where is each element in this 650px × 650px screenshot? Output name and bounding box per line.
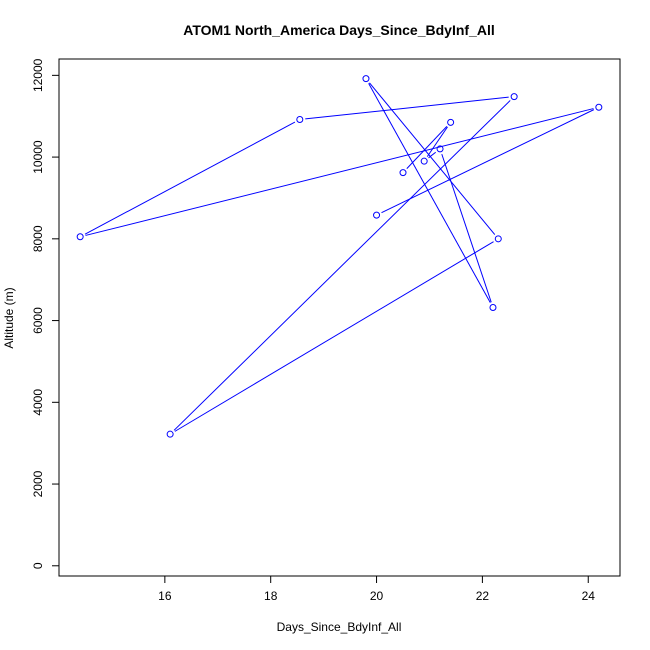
- y-tick-label: 6000: [31, 307, 45, 334]
- x-tick-label: 22: [476, 589, 490, 603]
- series-segment: [173, 100, 511, 431]
- x-tick-label: 20: [370, 589, 384, 603]
- y-tick-label: 0: [31, 562, 45, 569]
- series-segment: [84, 121, 296, 235]
- data-point: [447, 118, 455, 126]
- data-point: [296, 115, 304, 123]
- data-point: [510, 93, 518, 101]
- x-tick-label: 16: [158, 589, 172, 603]
- data-point: [436, 145, 444, 153]
- y-tick-label: 12000: [31, 58, 45, 92]
- series-segment: [406, 125, 448, 169]
- series-segment: [368, 83, 491, 303]
- data-point: [76, 233, 84, 241]
- series-segment: [428, 151, 437, 159]
- data-point: [362, 75, 370, 83]
- y-tick-label: 4000: [31, 389, 45, 416]
- data-point: [399, 169, 407, 177]
- y-axis: 0 2000 4000 6000 8000 10000 12000: [31, 58, 60, 569]
- y-tick-label: 10000: [31, 140, 45, 174]
- series-segment: [426, 126, 448, 157]
- series-layer: [76, 75, 603, 438]
- x-tick-label: 18: [264, 589, 278, 603]
- data-point: [373, 211, 381, 219]
- series-segment: [85, 108, 594, 236]
- data-point: [595, 103, 603, 111]
- x-axis-label: Days_Since_BdyInf_All: [277, 620, 402, 634]
- data-point: [420, 157, 428, 165]
- data-point: [166, 430, 174, 438]
- x-tick-label: 24: [582, 589, 596, 603]
- chart-title: ATOM1 North_America Days_Since_BdyInf_Al…: [183, 22, 494, 38]
- data-point: [489, 303, 497, 311]
- series-segment: [174, 241, 494, 432]
- series-segment: [369, 82, 496, 235]
- plot-frame: [58, 58, 621, 577]
- x-axis: 16 18 20 22 24: [158, 575, 596, 603]
- series-segment: [441, 153, 492, 303]
- y-tick-label: 2000: [31, 470, 45, 497]
- series-segment: [305, 96, 509, 120]
- series-segment: [381, 109, 595, 214]
- y-tick-label: 8000: [31, 225, 45, 252]
- data-point: [494, 235, 502, 243]
- y-axis-label: Altitude (m): [2, 287, 16, 348]
